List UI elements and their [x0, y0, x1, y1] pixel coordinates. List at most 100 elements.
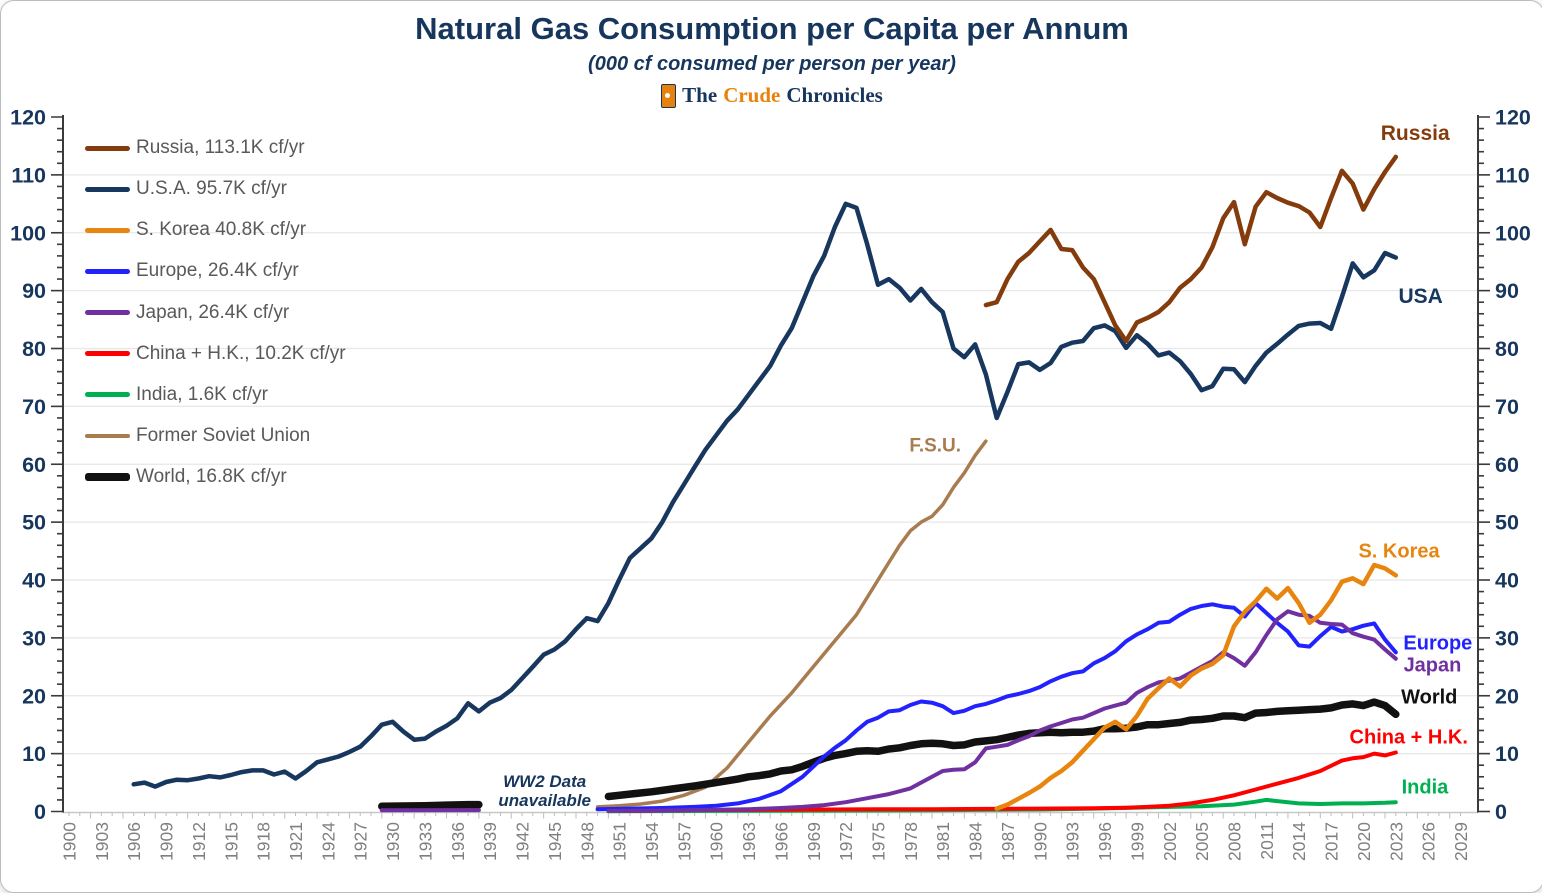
x-tick-label: 2017 — [1322, 822, 1342, 861]
annotation-line: USA — [1398, 285, 1442, 309]
y-tick-label: 40 — [22, 569, 46, 593]
y-tick-label: 90 — [1495, 279, 1519, 303]
y-tick-label: 20 — [22, 684, 46, 708]
y-tick-label: 60 — [1495, 453, 1519, 477]
x-tick-label: 1900 — [60, 822, 80, 861]
annotation-line: F.S.U. — [909, 435, 961, 456]
annotation-line: China + H.K. — [1350, 727, 1468, 750]
x-tick-label: 2029 — [1451, 822, 1471, 861]
chart-subtitle: (000 cf consumed per person per year) — [1, 53, 1542, 76]
x-tick-label: 2011 — [1257, 822, 1277, 860]
annotation-japan: Japan — [1404, 654, 1462, 677]
y-tick-label: 30 — [22, 626, 46, 650]
legend-label: Former Soviet Union — [136, 425, 310, 447]
brand-crude: Crude — [723, 83, 780, 108]
legend-label: S. Korea 40.8K cf/yr — [136, 219, 306, 241]
legend-item-russia: Russia, 113.1K cf/yr — [85, 137, 305, 159]
x-tick-label: 2014 — [1289, 822, 1309, 861]
legend-swatch — [85, 473, 130, 481]
x-tick-label: 1972 — [836, 822, 856, 861]
legend-label: Europe, 26.4K cf/yr — [136, 260, 299, 282]
legend-item-usa: U.S.A. 95.7K cf/yr — [85, 178, 287, 200]
x-tick-label: 2008 — [1224, 822, 1244, 861]
x-tick-label: 1906 — [124, 822, 144, 861]
x-tick-label: 1984 — [966, 822, 986, 861]
y-tick-label: 70 — [1495, 395, 1519, 419]
y-tick-label: 60 — [22, 453, 46, 477]
x-tick-label: 1930 — [383, 822, 403, 861]
y-tick-label: 120 — [10, 106, 46, 130]
legend-item-europe: Europe, 26.4K cf/yr — [85, 260, 299, 282]
x-tick-label: 1963 — [739, 822, 759, 861]
x-tick-label: 1936 — [448, 822, 468, 861]
x-tick-label: 2023 — [1386, 822, 1406, 861]
annotation-line: Europe — [1403, 633, 1472, 656]
x-tick-label: 1999 — [1127, 822, 1147, 861]
x-tick-label: 2026 — [1419, 822, 1439, 861]
legend-label: U.S.A. 95.7K cf/yr — [136, 178, 287, 200]
series-line-world — [382, 805, 479, 807]
annotation-line: World — [1401, 687, 1457, 710]
legend-swatch — [85, 310, 130, 315]
x-tick-label: 1954 — [642, 822, 662, 861]
x-tick-label: 2020 — [1354, 822, 1374, 861]
y-tick-label: 70 — [22, 395, 46, 419]
legend-label: Japan, 26.4K cf/yr — [136, 302, 289, 324]
legend-swatch — [85, 146, 130, 151]
annotation-line: Russia — [1381, 123, 1450, 147]
legend-swatch — [85, 228, 130, 233]
x-tick-label: 1981 — [933, 822, 953, 861]
annotation-line: S. Korea — [1358, 541, 1439, 564]
legend-swatch — [85, 351, 130, 356]
y-tick-label: 0 — [34, 800, 46, 824]
series-line-former-soviet-union — [598, 441, 986, 807]
brand-the: The — [682, 83, 717, 108]
x-tick-label: 1912 — [189, 822, 209, 861]
annotation-line: WW2 Data — [498, 771, 591, 790]
y-tick-label: 90 — [22, 279, 46, 303]
legend-item-world: World, 16.8K cf/yr — [85, 466, 287, 488]
legend-label: World, 16.8K cf/yr — [136, 466, 287, 488]
x-tick-label: 1921 — [286, 822, 306, 861]
annotation-world: World — [1401, 687, 1457, 710]
y-tick-label: 40 — [1495, 569, 1519, 593]
annotation-line: Japan — [1404, 654, 1462, 677]
x-tick-label: 1951 — [610, 822, 630, 861]
annotation-s-korea: S. Korea — [1358, 541, 1439, 564]
x-tick-label: 1915 — [221, 822, 241, 861]
x-tick-label: 2002 — [1160, 822, 1180, 861]
x-tick-label: 1942 — [513, 822, 533, 861]
legend-item-former: Former Soviet Union — [85, 425, 310, 447]
annotation-russia: Russia — [1381, 123, 1450, 147]
x-tick-label: 1903 — [92, 822, 112, 861]
x-tick-label: 1939 — [480, 822, 500, 861]
x-tick-label: 1933 — [415, 822, 435, 861]
x-tick-label: 1948 — [577, 822, 597, 861]
x-tick-label: 1987 — [998, 822, 1018, 861]
annotation-india: India — [1402, 777, 1449, 800]
annotation-fsu: F.S.U. — [909, 435, 961, 456]
x-tick-label: 1990 — [1030, 822, 1050, 861]
legend-swatch — [85, 392, 130, 397]
y-tick-label: 10 — [22, 742, 46, 766]
y-tick-label: 80 — [22, 337, 46, 361]
annotation-usa: USA — [1398, 285, 1442, 309]
legend-item-india: India, 1.6K cf/yr — [85, 384, 268, 406]
y-tick-label: 50 — [1495, 511, 1519, 535]
y-tick-label: 120 — [1495, 106, 1531, 130]
annotation-line: unavailable — [498, 791, 591, 810]
x-tick-label: 1924 — [318, 822, 338, 861]
brand-chronicles: Chronicles — [786, 83, 882, 108]
series-line-s-korea — [997, 565, 1396, 809]
x-tick-label: 1996 — [1095, 822, 1115, 861]
x-tick-label: 1969 — [804, 822, 824, 861]
y-tick-label: 30 — [1495, 626, 1519, 650]
y-tick-label: 100 — [1495, 221, 1531, 245]
legend-item-japan: Japan, 26.4K cf/yr — [85, 302, 289, 324]
x-tick-label: 1945 — [545, 822, 565, 861]
legend-label: India, 1.6K cf/yr — [136, 384, 268, 406]
x-tick-label: 2005 — [1192, 822, 1212, 861]
crude-chronicles-logo-icon — [661, 84, 676, 108]
